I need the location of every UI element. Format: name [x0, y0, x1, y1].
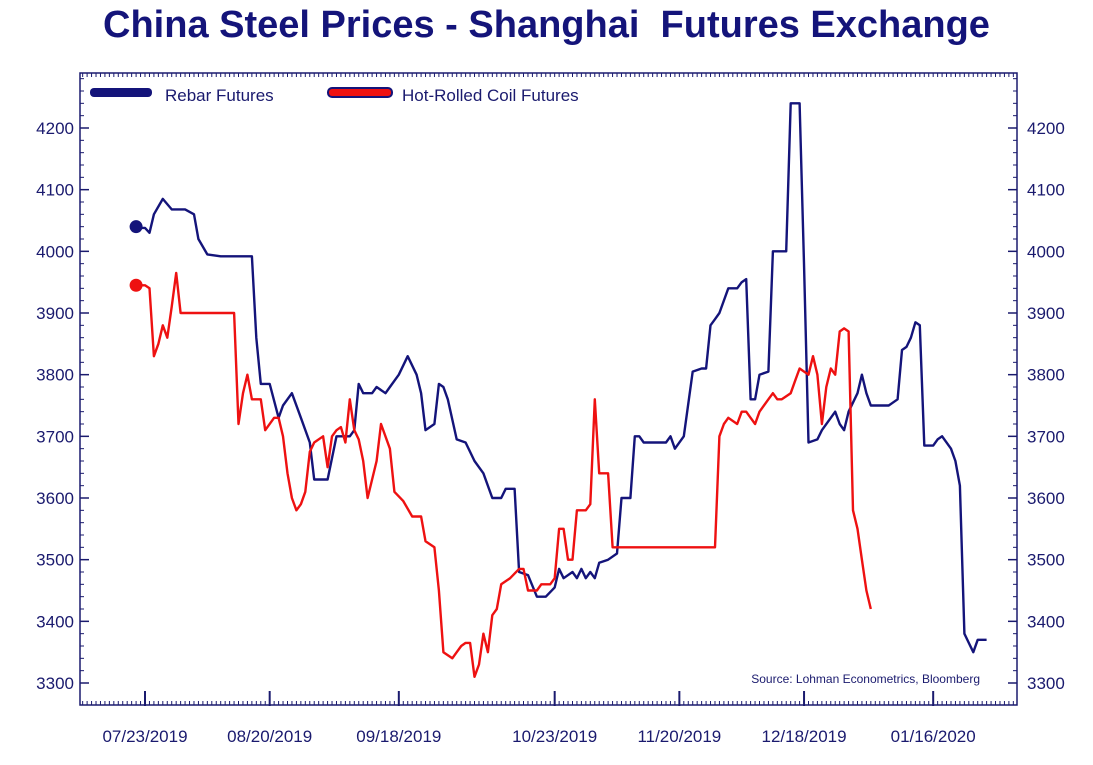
plot-frame	[79, 72, 1018, 706]
y-tick-label-right-4100: 4100	[1027, 181, 1065, 200]
y-tick-label-left-3700: 3700	[36, 427, 74, 446]
x-tick-label-5: 12/18/2019	[761, 727, 846, 746]
series-line-hot-rolled-coil	[136, 271, 872, 678]
x-tick-label-6: 01/16/2020	[891, 727, 976, 746]
right-axis: 3300 3400 3500 3600 3700 3800 3900 4000 4100 4200	[1008, 78, 1065, 693]
series-layer	[129, 102, 987, 678]
x-tick-label-0: 07/23/2019	[102, 727, 187, 746]
y-tick-label-right-3500: 3500	[1027, 551, 1065, 570]
y-tick-label-left-3500: 3500	[36, 551, 74, 570]
x-tick-label-4: 11/20/2019	[637, 727, 721, 746]
x-tick-label-1: 08/20/2019	[227, 727, 312, 746]
bottom-axis: 07/23/2019 08/20/2019 09/18/2019 10/23/2019…	[82, 73, 1014, 746]
y-tick-label-right-3600: 3600	[1027, 489, 1065, 508]
series-marker-rebar	[129, 220, 143, 234]
y-tick-label-right-3400: 3400	[1027, 612, 1065, 631]
legend-label-hrc: Hot-Rolled Coil Futures	[402, 86, 579, 105]
legend-swatch-hrc	[329, 89, 391, 96]
source-note: Source: Lohman Econometrics, Bloomberg	[751, 672, 980, 686]
x-tick-label-3: 10/23/2019	[512, 727, 597, 746]
left-axis: 3300 3400 3500 3600 3700 3800 3900 4000 4100 4200	[36, 78, 89, 693]
y-tick-label-right-4200: 4200	[1027, 119, 1065, 138]
y-tick-label-right-3800: 3800	[1027, 366, 1065, 385]
y-tick-label-right-4000: 4000	[1027, 242, 1065, 261]
chart-title: China Steel Prices - Shanghai Futures Ex…	[103, 4, 990, 46]
y-tick-label-left-3400: 3400	[36, 612, 74, 631]
y-tick-label-left-4000: 4000	[36, 242, 74, 261]
y-tick-label-right-3300: 3300	[1027, 674, 1065, 693]
series-line-rebar	[136, 102, 987, 654]
y-tick-label-left-3300: 3300	[36, 674, 74, 693]
y-tick-label-left-3800: 3800	[36, 366, 74, 385]
y-tick-label-left-4200: 4200	[36, 119, 74, 138]
legend-swatch-rebar	[90, 88, 152, 97]
x-tick-label-2: 09/18/2019	[356, 727, 441, 746]
y-tick-label-right-3700: 3700	[1027, 427, 1065, 446]
series-marker-hot-rolled-coil	[129, 278, 143, 292]
y-tick-label-left-4100: 4100	[36, 181, 74, 200]
y-tick-label-left-3600: 3600	[36, 489, 74, 508]
legend: Rebar Futures Hot-Rolled Coil Futures	[90, 86, 579, 105]
y-tick-label-left-3900: 3900	[36, 304, 74, 323]
y-tick-label-right-3900: 3900	[1027, 304, 1065, 323]
legend-label-rebar: Rebar Futures	[165, 86, 274, 105]
